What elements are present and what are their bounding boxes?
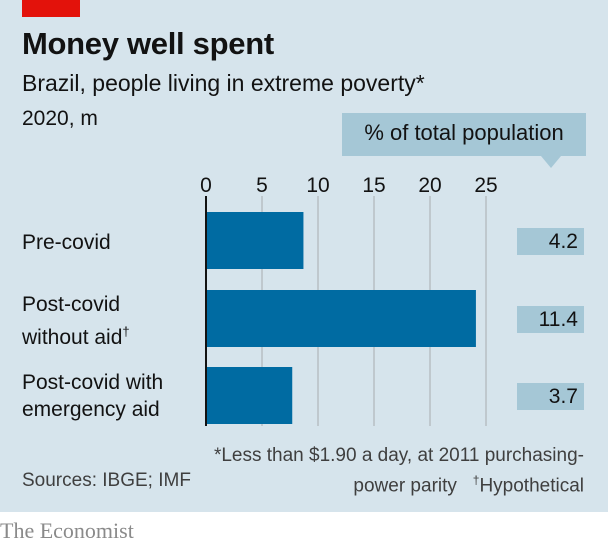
pct-value-post-covid-with-aid: 3.7 xyxy=(517,383,584,410)
footnote: *Less than $1.90 a day, at 2011 purchasi… xyxy=(214,443,584,498)
chart-subtitle: Brazil, people living in extreme poverty… xyxy=(22,70,425,96)
x-tick-label: 15 xyxy=(362,174,385,197)
bar xyxy=(206,212,304,269)
x-tick-label: 5 xyxy=(256,174,268,197)
bar-chart: 0 5 10 15 20 25 xyxy=(200,174,498,426)
category-label-line: Pre-covid xyxy=(22,231,111,254)
category-label-line: without aid xyxy=(22,326,123,349)
pct-header-label: % of total population xyxy=(364,120,564,145)
unit-label: 2020, m xyxy=(22,107,98,130)
bar xyxy=(206,290,476,347)
category-label-line: Post-covid with xyxy=(22,371,164,394)
chart-title: Money well spent xyxy=(22,26,274,61)
x-tick-label: 20 xyxy=(418,174,441,197)
pct-header-pointer xyxy=(541,156,561,168)
pct-value-pre-covid: 4.2 xyxy=(517,228,584,255)
category-label-line: Post-covid xyxy=(22,293,121,316)
dagger-mark: † xyxy=(472,473,480,487)
brand-logo: The Economist xyxy=(0,518,134,543)
source-note: Sources: IBGE; IMF xyxy=(22,470,191,491)
footnote-line: Hypothetical xyxy=(479,475,584,497)
chart-panel xyxy=(0,0,608,512)
footnote-line: power parity xyxy=(353,475,457,497)
category-label-line: emergency aid xyxy=(22,398,160,421)
dagger-mark: † xyxy=(122,324,130,339)
x-tick-label: 0 xyxy=(200,174,212,197)
red-tag xyxy=(22,0,80,17)
bar xyxy=(206,367,293,424)
pct-value-post-covid-without-aid: 11.4 xyxy=(517,306,584,333)
category-label-pre-covid: Pre-covid xyxy=(22,229,111,256)
footnote-line: *Less than $1.90 a day, at 2011 purchasi… xyxy=(213,445,584,466)
category-label-post-covid-without-aid: Post-covid without aid† xyxy=(22,291,130,351)
pct-header-box xyxy=(342,113,586,156)
x-tick-label: 10 xyxy=(306,174,329,197)
category-label-post-covid-with-aid: Post-covid with emergency aid xyxy=(22,369,163,423)
x-tick-label: 25 xyxy=(474,174,497,197)
